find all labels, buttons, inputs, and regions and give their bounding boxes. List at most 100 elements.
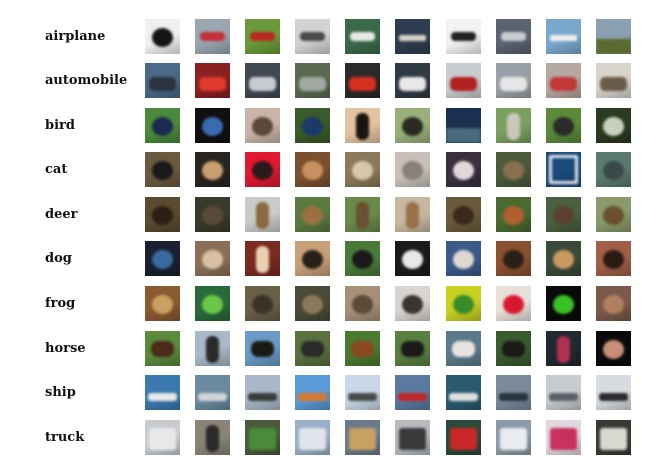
thumbnail-image: [345, 286, 380, 321]
thumbnail-image: [446, 286, 481, 321]
thumbnail-background: [345, 375, 380, 410]
thumbnail-image: [546, 152, 581, 187]
thumbnail-subject: [198, 393, 227, 401]
thumbnail-subject: [356, 113, 369, 140]
thumbnail-image: [546, 108, 581, 143]
thumbnail-image: [596, 63, 631, 98]
thumbnail-subject: [151, 341, 174, 357]
class-row-bird: bird: [0, 108, 665, 144]
thumbnail-image: [395, 286, 430, 321]
thumbnail-subject: [299, 428, 326, 450]
thumbnail-subject: [351, 341, 374, 357]
thumbnail-background: [546, 286, 581, 321]
thumbnail-image: [596, 19, 631, 54]
thumbnail-subject: [501, 32, 526, 41]
thumbnail-subject: [349, 77, 376, 91]
thumbnail-subject: [499, 393, 528, 401]
class-row-airplane: airplane: [0, 19, 665, 55]
thumbnail-subject: [557, 336, 570, 363]
thumbnail-image: [345, 420, 380, 455]
class-row-ship: ship: [0, 375, 665, 411]
thumbnail-image: [496, 286, 531, 321]
thumbnail-subject: [553, 295, 574, 314]
thumbnail-background: [145, 108, 180, 143]
thumbnail-background: [395, 375, 430, 410]
thumbnail-subject: [500, 428, 527, 450]
class-label: bird: [45, 118, 75, 133]
thumbnail-subject: [249, 77, 276, 91]
thumbnail-subject: [402, 117, 423, 136]
thumbnail-image: [596, 331, 631, 366]
thumbnail-subject: [252, 117, 273, 136]
thumbnail-image: [546, 286, 581, 321]
thumbnail-subject: [199, 77, 226, 91]
thumbnail-subject: [152, 206, 173, 225]
thumbnail-image: [245, 331, 280, 366]
thumbnail-image: [245, 420, 280, 455]
class-row-cat: cat: [0, 152, 665, 188]
thumbnail-subject: [553, 206, 574, 225]
thumbnail-subject: [500, 77, 527, 91]
thumbnail-image: [345, 197, 380, 232]
thumbnail-image: [245, 19, 280, 54]
thumbnail-image: [446, 375, 481, 410]
thumbnail-subject: [452, 341, 475, 357]
thumbnail-image: [295, 286, 330, 321]
thumbnail-image: [145, 286, 180, 321]
thumbnail-subject: [152, 161, 173, 180]
thumbnail-subject: [206, 425, 219, 452]
thumbnail-subject: [450, 77, 477, 91]
thumbnail-image: [295, 420, 330, 455]
thumbnail-subject: [453, 161, 474, 180]
thumbnail-subject: [149, 428, 176, 450]
thumbnail-subject: [148, 393, 177, 401]
thumbnail-image: [496, 331, 531, 366]
thumbnail-subject: [553, 117, 574, 136]
thumbnail-background: [446, 197, 481, 232]
thumbnail-subject: [553, 250, 574, 269]
thumbnail-image: [195, 197, 230, 232]
thumbnail-subject: [406, 202, 419, 229]
thumbnail-subject: [449, 393, 478, 401]
thumbnail-subject: [352, 295, 373, 314]
thumbnail-subject: [550, 428, 577, 450]
thumbnail-image: [496, 152, 531, 187]
thumbnail-image: [496, 19, 531, 54]
thumbnail-image: [295, 331, 330, 366]
thumbnail-image: [195, 108, 230, 143]
class-label: cat: [45, 162, 68, 177]
thumbnail-image: [446, 331, 481, 366]
thumbnail-subject: [302, 295, 323, 314]
thumbnail-subject: [603, 161, 624, 180]
thumbnail-image: [195, 152, 230, 187]
thumbnail-image: [446, 420, 481, 455]
thumbnail-subject: [402, 161, 423, 180]
thumbnail-image: [345, 19, 380, 54]
thumbnail-image: [145, 241, 180, 276]
thumbnail-image: [596, 286, 631, 321]
thumbnail-image: [145, 63, 180, 98]
thumbnail-subject: [302, 117, 323, 136]
thumbnail-subject: [398, 393, 427, 401]
thumbnail-subject: [399, 77, 426, 91]
thumbnail-image: [295, 241, 330, 276]
thumbnail-subject: [152, 117, 173, 136]
thumbnail-subject: [152, 295, 173, 314]
thumbnail-image: [145, 152, 180, 187]
thumbnail-subject: [603, 117, 624, 136]
class-row-truck: truck: [0, 420, 665, 456]
thumbnail-subject: [302, 250, 323, 269]
thumbnail-subject: [302, 161, 323, 180]
thumbnail-image: [195, 241, 230, 276]
thumbnail-image: [245, 152, 280, 187]
thumbnail-image: [295, 19, 330, 54]
thumbnail-subject: [603, 295, 624, 314]
thumbnail-image: [245, 108, 280, 143]
thumbnail-background: [295, 331, 330, 366]
thumbnail-subject: [600, 428, 627, 450]
thumbnail-image: [446, 152, 481, 187]
thumbnail-subject: [348, 393, 377, 401]
thumbnail-subject: [453, 206, 474, 225]
class-label: automobile: [45, 73, 128, 88]
thumbnail-subject: [250, 32, 275, 41]
